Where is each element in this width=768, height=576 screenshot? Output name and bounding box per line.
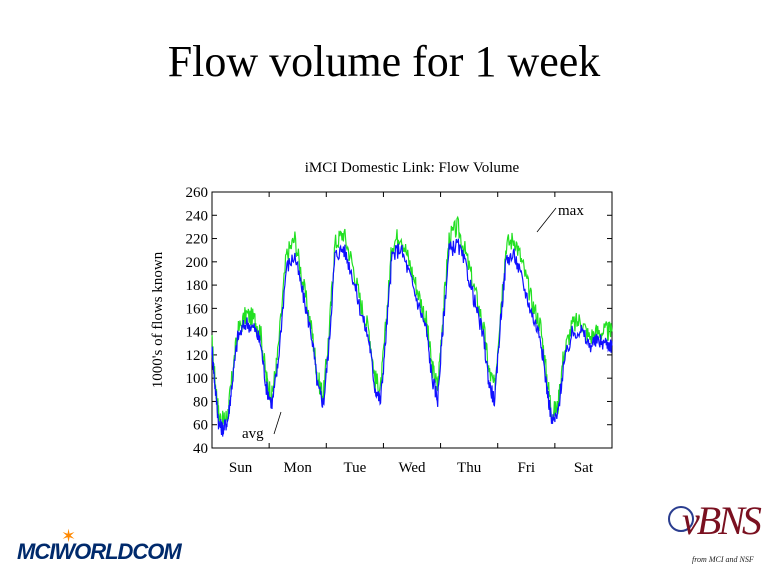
globe-icon	[668, 506, 694, 532]
star-burst-icon: ✶	[61, 526, 77, 547]
x-tick-label: Wed	[398, 460, 426, 476]
y-tick-label: 160	[186, 301, 209, 317]
y-tick-label: 180	[186, 278, 209, 294]
y-tick-label: 200	[186, 255, 209, 271]
annotation-max-pointer	[536, 207, 557, 233]
x-tick-label: Sun	[229, 460, 253, 476]
y-tick-label: 80	[193, 394, 208, 410]
vbns-logo-subtitle: from MCI and NSF	[692, 555, 754, 564]
x-tick-label: Thu	[457, 460, 482, 476]
x-tick-label: Fri	[518, 460, 536, 476]
plot-frame	[211, 191, 613, 449]
y-tick-label: 40	[193, 441, 208, 457]
mci-logo-text: MCIWORLDCOM	[17, 539, 182, 564]
annotation-max-label: max	[558, 203, 584, 219]
vbns-logo-text: vBNS	[682, 498, 762, 543]
y-tick-label: 260	[186, 185, 209, 201]
y-axis-label: 1000's of flows known	[150, 251, 166, 388]
x-tick-label: Sat	[574, 460, 594, 476]
slide-title: Flow volume for 1 week	[167, 37, 601, 86]
annotation-avg-pointer	[273, 411, 282, 435]
mci-worldcom-logo: ✶ MCIWORLDCOM	[17, 526, 207, 566]
y-tick-label: 140	[186, 325, 209, 341]
annotation-avg-label: avg	[242, 426, 264, 442]
chart-title: iMCI Domestic Link: Flow Volume	[305, 160, 520, 176]
y-tick-label: 100	[186, 371, 209, 387]
y-tick-label: 60	[193, 418, 208, 434]
vbns-logo: vBNS from MCI and NSF	[664, 492, 764, 572]
series-line-max	[211, 215, 613, 431]
y-tick-label: 240	[186, 208, 209, 224]
x-tick-label: Tue	[343, 460, 366, 476]
y-tick-label: 220	[186, 232, 209, 248]
series-line-avg	[211, 238, 613, 437]
y-tick-label: 120	[186, 348, 209, 364]
x-tick-label: Mon	[284, 460, 313, 476]
